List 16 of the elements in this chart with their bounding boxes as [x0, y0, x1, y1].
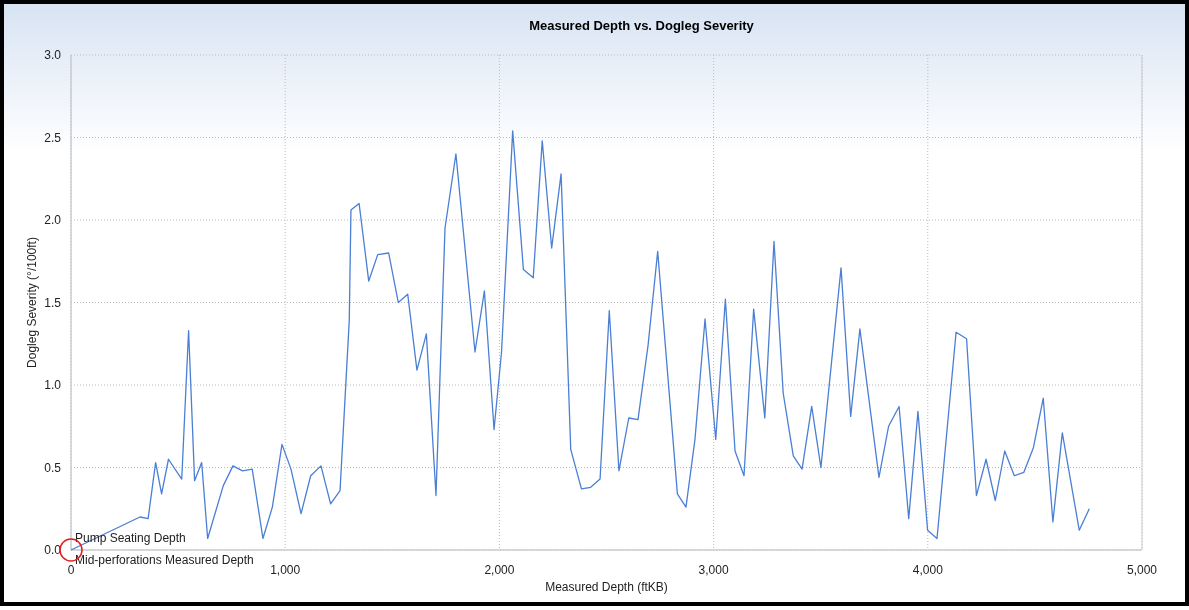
y-tick-label: 2.5 [44, 130, 62, 145]
x-tick-label: 0 [67, 563, 75, 577]
chart-title: Measured Depth vs. Dogleg Severity [529, 18, 755, 33]
annotation: Mid-perforations Measured Depth [75, 553, 254, 567]
y-tick-label: 1.5 [44, 295, 62, 310]
y-tick-label: 2.0 [44, 213, 62, 227]
x-tick-label: 4,000 [912, 563, 944, 577]
x-tick-label: 5,000 [1126, 563, 1158, 577]
x-axis-title: Measured Depth (ftKB) [545, 580, 668, 594]
y-tick-label: 1.0 [44, 378, 62, 392]
x-tick-label: 1,000 [270, 563, 301, 577]
y-tick-label: 3.0 [44, 48, 62, 62]
x-tick-label: 3,000 [698, 563, 729, 577]
y-tick-label: 0.5 [44, 460, 62, 475]
y-axis-title: Dogleg Severity (°/100ft) [25, 237, 39, 368]
x-tick-label: 2,000 [484, 563, 515, 577]
